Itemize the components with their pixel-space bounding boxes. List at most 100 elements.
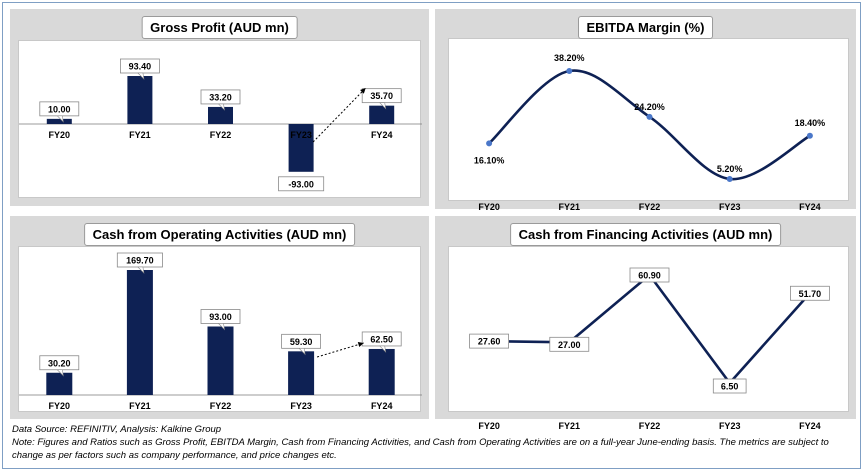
cff-series-line xyxy=(489,273,811,386)
cfo-bar-fy22 xyxy=(207,326,234,395)
gross-profit-bar-fy21 xyxy=(127,76,153,124)
cfo-bar-fy20 xyxy=(46,372,73,395)
ebitda-margin-panel: FY20 16.10% FY21 38.20% FY22 24.20% FY23 5.20% F… xyxy=(435,9,856,212)
cfo-label-fy23-pointer xyxy=(298,348,306,356)
cff-label-fy21: 27.00 xyxy=(549,336,590,352)
cff-label-fy22-text: 60.90 xyxy=(638,271,661,281)
cff-tick-fy23: FY23 xyxy=(719,421,741,431)
gross-profit-bar-fy22 xyxy=(208,106,233,124)
cfo-bar-fy21 xyxy=(126,270,153,395)
cfo-trend-arrow-line xyxy=(316,342,364,358)
gross-profit-label-fy23-text: -93.00 xyxy=(288,179,314,189)
data-source-note: Data Source: REFINITIV, Analysis: Kalkin… xyxy=(12,424,222,435)
cfo-label-fy20-text: 30.20 xyxy=(48,358,71,368)
cff-label-fy20-box xyxy=(469,333,510,349)
cfo-label-fy22-pointer xyxy=(217,323,225,331)
ebitda-tick-fy21: FY21 xyxy=(559,202,581,212)
cfo-bar-fy24 xyxy=(368,348,395,395)
cfo-tick-fy24: FY24 xyxy=(371,401,393,411)
ebitda-tick-fy20: FY20 xyxy=(478,202,500,212)
ebitda-label-fy24: 18.40% xyxy=(795,118,826,128)
cff-label-fy24-text: 51.70 xyxy=(799,289,822,299)
cff-tick-fy20: FY20 xyxy=(478,421,500,431)
cff-label-fy21-box xyxy=(549,336,590,352)
cff-label-fy20-text: 27.60 xyxy=(478,337,501,347)
cff-label-fy22: 60.90 xyxy=(629,267,670,283)
cff-tick-fy22: FY22 xyxy=(639,421,661,431)
cfo-tick-fy20: FY20 xyxy=(49,401,71,411)
gross-profit-tick-fy20: FY20 xyxy=(49,130,71,140)
cff-label-fy20: 27.60 xyxy=(469,333,510,349)
cfo-label-fy23: 59.30 xyxy=(281,333,322,356)
gross-profit-tick-fy22: FY22 xyxy=(210,130,232,140)
gross-profit-label-fy21-pointer xyxy=(137,72,145,80)
gross-profit-bar-fy23 xyxy=(288,124,314,172)
ebitda-margin-chart: FY20 16.10% FY21 38.20% FY22 24.20% FY23 5.20% F… xyxy=(474,53,826,212)
gross-profit-plot-area: FY20 10.00 FY21 93.40 FY22 33.20 FY23 -93.00 FY2… xyxy=(18,40,422,198)
cfo-bar-fy23 xyxy=(288,351,315,395)
cfo-label-fy20: 30.20 xyxy=(39,355,80,377)
cfo-label-fy24-pointer xyxy=(378,345,387,353)
gross-profit-label-fy22-text: 33.20 xyxy=(209,92,232,102)
gross-profit-chart: FY20 10.00 FY21 93.40 FY22 33.20 FY23 -93.00 FY2… xyxy=(19,58,422,192)
cfo-label-fy24: 62.50 xyxy=(361,331,402,353)
cfo-label-fy23-text: 59.30 xyxy=(290,337,313,347)
cfo-plot-area: FY20 30.20 FY21 169.70 FY22 93.00 FY23 59.30 FY2… xyxy=(18,246,422,412)
gross-profit-bar-fy24 xyxy=(369,105,395,124)
gross-profit-tick-fy21: FY21 xyxy=(129,130,151,140)
cfo-label-fy20-pointer xyxy=(56,369,64,377)
cff-label-fy24: 51.70 xyxy=(789,285,830,301)
gross-profit-label-fy20-text: 10.00 xyxy=(48,104,71,114)
ebitda-point-fy21 xyxy=(566,68,573,74)
cfo-label-fy21: 169.70 xyxy=(116,252,163,274)
gross-profit-tick-fy24: FY24 xyxy=(371,130,393,140)
cff-plot-area: FY20 27.60 FY21 27.00 FY22 60.90 FY23 6.50 FY24 5… xyxy=(448,246,849,431)
cff-label-fy22-box xyxy=(629,267,670,283)
cff-label-fy23-text: 6.50 xyxy=(721,382,739,392)
cff-label-fy23-box xyxy=(712,378,747,394)
cfo-label-fy22-text: 93.00 xyxy=(209,312,232,322)
gross-profit-label-fy23-box xyxy=(278,176,325,192)
gross-profit-label-fy24: 35.70 xyxy=(361,88,402,110)
cfo-title: Cash from Operating Activities (AUD mn) xyxy=(83,223,356,246)
gross-profit-bar-fy20 xyxy=(46,118,72,124)
ebitda-tick-fy24: FY24 xyxy=(799,202,821,212)
cfo-panel: FY20 30.20 FY21 169.70 FY22 93.00 FY23 59.30 FY2… xyxy=(10,216,429,419)
cff-title: Cash from Financing Activities (AUD mn) xyxy=(509,223,782,246)
cff-tick-fy24: FY24 xyxy=(799,421,821,431)
gross-profit-trend-arrow-line xyxy=(312,87,367,143)
cff-panel: FY20 27.60 FY21 27.00 FY22 60.90 FY23 6.50 FY24 5… xyxy=(435,216,856,431)
gross-profit-label-fy20-pointer xyxy=(56,115,64,123)
cfo-label-fy21-text: 169.70 xyxy=(126,256,154,266)
gross-profit-trend-arrow-head xyxy=(360,88,366,94)
ebitda-margin-title: EBITDA Margin (%) xyxy=(577,16,714,39)
gross-profit-label-fy22-pointer xyxy=(217,103,225,111)
gross-profit-label-fy21-text: 93.40 xyxy=(129,62,152,72)
ebitda-point-fy22 xyxy=(646,113,653,120)
cff-label-fy23: 6.50 xyxy=(712,378,747,394)
cfo-label-fy21-pointer xyxy=(137,266,145,274)
gross-profit-label-fy23: -93.00 xyxy=(278,176,325,192)
cfo-label-fy22: 93.00 xyxy=(200,309,241,331)
ebitda-point-fy20 xyxy=(486,140,493,147)
gross-profit-label-fy24-pointer xyxy=(378,102,387,110)
cfo-trend-arrow-head xyxy=(357,342,364,348)
ebitda-label-fy23: 5.20% xyxy=(717,164,743,174)
ebitda-series-line xyxy=(488,69,811,181)
cfo-tick-fy21: FY21 xyxy=(129,401,151,411)
gross-profit-label-fy21: 93.40 xyxy=(120,58,160,80)
cff-label-fy24-box xyxy=(789,285,830,301)
cff-chart: FY20 27.60 FY21 27.00 FY22 60.90 FY23 6.50 FY24 5… xyxy=(469,267,830,431)
cfo-label-fy24-text: 62.50 xyxy=(370,334,393,344)
ebitda-label-fy22: 24.20% xyxy=(634,102,665,112)
gross-profit-label-fy22: 33.20 xyxy=(200,89,241,111)
ebitda-label-fy20: 16.10% xyxy=(474,155,505,165)
gross-profit-trend-arrow xyxy=(312,87,367,143)
cfo-tick-fy22: FY22 xyxy=(210,401,232,411)
ebitda-tick-fy22: FY22 xyxy=(639,202,661,212)
ebitda-label-fy21: 38.20% xyxy=(554,53,585,63)
gross-profit-label-fy24-text: 35.70 xyxy=(370,91,393,101)
gross-profit-tick-fy23: FY23 xyxy=(290,130,312,140)
ebitda-point-fy24 xyxy=(806,132,813,139)
cfo-chart: FY20 30.20 FY21 169.70 FY22 93.00 FY23 59.30 FY2… xyxy=(19,252,422,411)
